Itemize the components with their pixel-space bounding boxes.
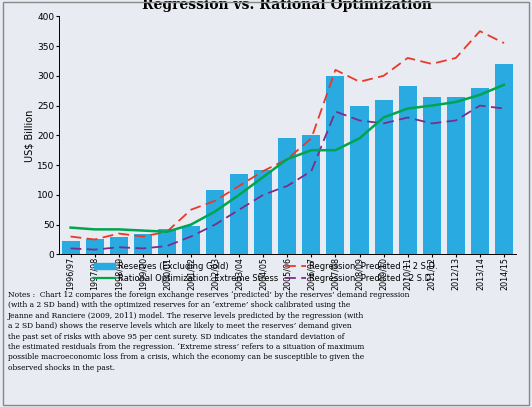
- Bar: [398, 86, 417, 254]
- Bar: [327, 76, 344, 254]
- Legend: Reserves (Excluding Gold), Rational Optimization: Extreme Stress, Regression: Pr: Reserves (Excluding Gold), Rational Opti…: [94, 262, 438, 283]
- Bar: [423, 96, 441, 254]
- Bar: [471, 88, 489, 254]
- Bar: [86, 239, 104, 254]
- Bar: [447, 96, 465, 254]
- Bar: [62, 241, 80, 254]
- Y-axis label: US$ Billion: US$ Billion: [24, 109, 35, 162]
- Bar: [278, 138, 296, 254]
- Bar: [230, 174, 248, 254]
- Bar: [158, 230, 176, 254]
- Bar: [134, 234, 152, 254]
- Bar: [182, 226, 200, 254]
- Title: Chart 12: Reserve Demand Estimations:
Regression vs. Rational Optimization: Chart 12: Reserve Demand Estimations: Re…: [131, 0, 443, 12]
- Text: Notes :  Chart 12 compares the foreign exchange reserves ‘predicted’ by the rese: Notes : Chart 12 compares the foreign ex…: [8, 291, 409, 372]
- Bar: [302, 135, 320, 254]
- Bar: [110, 236, 128, 254]
- Bar: [351, 105, 369, 254]
- Bar: [254, 170, 272, 254]
- Bar: [206, 190, 224, 254]
- Bar: [495, 64, 513, 254]
- Bar: [375, 100, 393, 254]
